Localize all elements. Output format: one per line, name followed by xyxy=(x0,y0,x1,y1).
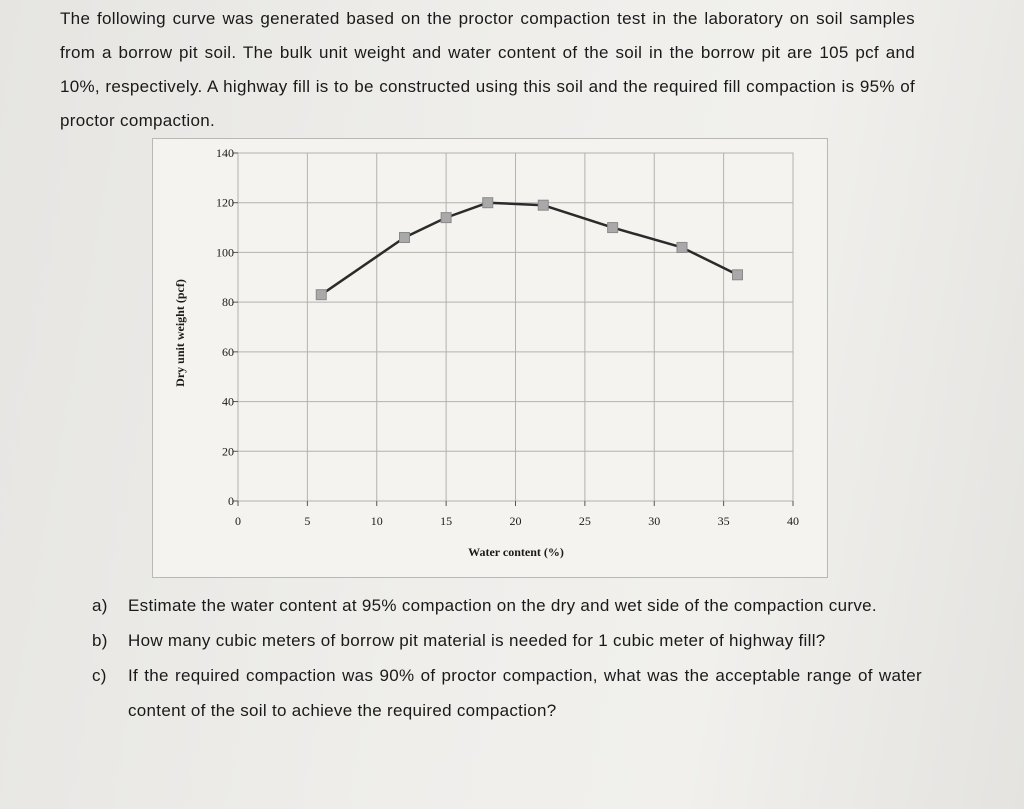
x-tick-label: 35 xyxy=(718,514,730,528)
question-c: c) If the required compaction was 90% of… xyxy=(92,658,922,728)
question-letter: c) xyxy=(92,666,107,685)
data-point-marker xyxy=(732,269,743,281)
y-tick-label: 60 xyxy=(222,345,234,359)
y-axis-label: Dry unit weight (pcf) xyxy=(173,279,187,387)
question-text: How many cubic meters of borrow pit mate… xyxy=(128,631,826,650)
y-tick-label: 100 xyxy=(216,245,234,259)
x-tick-label: 20 xyxy=(510,514,522,528)
x-tick-label: 40 xyxy=(787,514,799,528)
x-tick-label: 0 xyxy=(235,514,241,528)
data-point-marker xyxy=(315,289,327,301)
y-tick-label: 20 xyxy=(222,444,234,458)
chart-ticks: 0 5 10 15 20 25 30 35 40 0 20 40 60 80 100 120 140 xyxy=(216,146,799,528)
data-point-marker xyxy=(676,241,688,253)
data-point-marker xyxy=(399,232,410,244)
question-text: Estimate the water content at 95% compac… xyxy=(128,596,877,615)
data-point-marker xyxy=(537,199,549,211)
x-tick-label: 10 xyxy=(371,514,383,528)
question-letter: b) xyxy=(92,631,108,650)
question-b: b) How many cubic meters of borrow pit m… xyxy=(92,623,922,658)
chart-grid xyxy=(237,152,794,502)
data-point-marker xyxy=(482,197,494,209)
y-tick-label: 40 xyxy=(222,395,234,409)
compaction-curve-figure: 0 5 10 15 20 25 30 35 40 0 20 40 60 80 100 120 140 Water… xyxy=(152,138,828,578)
y-tick-label: 120 xyxy=(216,196,234,210)
question-a: a) Estimate the water content at 95% com… xyxy=(92,588,922,623)
question-letter: a) xyxy=(92,596,108,615)
x-tick-label: 30 xyxy=(648,514,660,528)
y-tick-label: 140 xyxy=(216,146,234,160)
data-point-marker xyxy=(607,222,619,234)
x-tick-label: 15 xyxy=(440,514,452,528)
y-tick-label: 80 xyxy=(222,295,234,309)
problem-statement: The following curve was generated based … xyxy=(60,9,915,130)
series-line xyxy=(320,201,739,296)
x-axis-label: Water content (%) xyxy=(468,545,564,559)
question-list: a) Estimate the water content at 95% com… xyxy=(92,588,922,728)
y-tick-label: 0 xyxy=(228,494,234,508)
x-tick-label: 25 xyxy=(579,514,591,528)
compaction-chart: 0 5 10 15 20 25 30 35 40 0 20 40 60 80 100 120 140 Water… xyxy=(173,146,799,559)
data-point-marker xyxy=(440,212,452,224)
question-text: If the required compaction was 90% of pr… xyxy=(128,666,922,720)
chart-series xyxy=(320,201,739,296)
chart-markers xyxy=(315,197,743,301)
x-tick-label: 5 xyxy=(304,514,310,528)
